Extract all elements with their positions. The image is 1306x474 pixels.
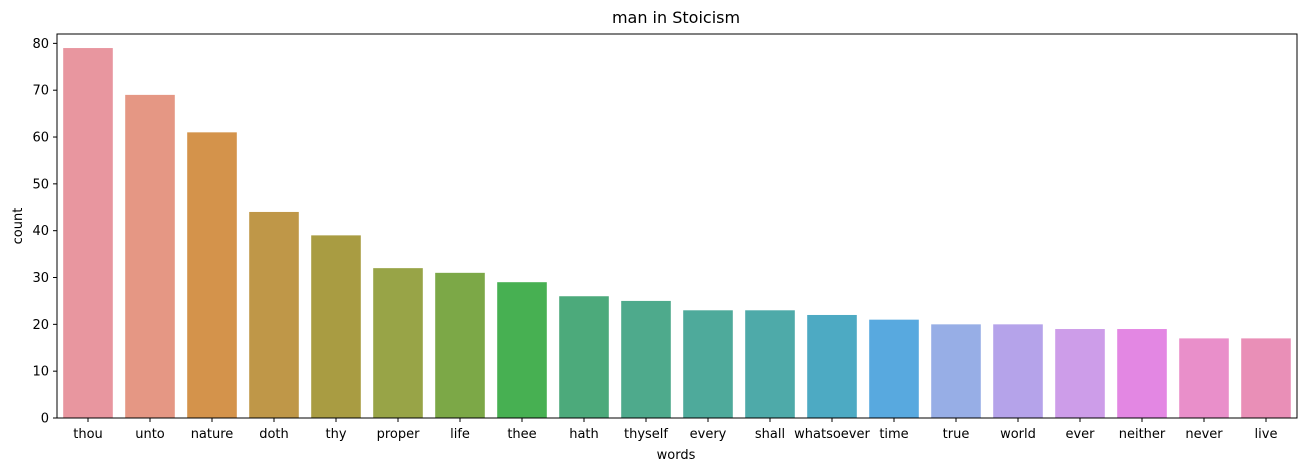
bars-group <box>63 48 1291 419</box>
y-axis: 0 10 20 30 40 50 60 70 80 <box>32 37 57 427</box>
y-tick-label: 70 <box>32 84 49 99</box>
x-tick-label: thee <box>507 427 536 442</box>
y-tick-label: 40 <box>32 224 49 239</box>
bar-neither <box>1117 329 1167 418</box>
x-tick-label: live <box>1255 427 1278 442</box>
x-tick-label: ever <box>1065 427 1095 442</box>
bar-life <box>435 272 485 418</box>
x-tick-label: true <box>943 427 970 442</box>
bar-thee <box>497 282 547 418</box>
bar-hath <box>559 296 609 418</box>
bar-ever <box>1055 329 1105 418</box>
bar-shall <box>745 310 795 418</box>
x-tick-label: hath <box>569 427 599 442</box>
bar-unto <box>125 94 175 418</box>
bar-world <box>993 324 1043 418</box>
bar-never <box>1179 338 1229 418</box>
x-tick-label: neither <box>1119 427 1166 442</box>
x-tick-label: life <box>450 427 470 442</box>
x-tick-label: thyself <box>624 427 668 442</box>
bar-time <box>869 319 919 418</box>
x-axis-label: words <box>657 448 696 463</box>
bar-doth <box>249 211 299 418</box>
x-tick-label: proper <box>377 427 421 442</box>
bar-thou <box>63 48 113 419</box>
x-tick-label: thou <box>73 427 103 442</box>
y-tick-label: 10 <box>32 365 49 380</box>
x-tick-label: nature <box>191 427 234 442</box>
bar-true <box>931 324 981 418</box>
x-tick-label: time <box>879 427 908 442</box>
bar-thy <box>311 235 361 418</box>
x-tick-label: thy <box>325 427 346 442</box>
y-tick-label: 50 <box>32 177 49 192</box>
x-tick-label: never <box>1185 427 1223 442</box>
x-tick-label: every <box>690 427 727 442</box>
bar-nature <box>187 132 237 418</box>
bar-live <box>1241 338 1291 418</box>
bar-proper <box>373 268 423 418</box>
plot-frame <box>56 33 1298 419</box>
y-tick-label: 20 <box>32 318 49 333</box>
y-axis-label: count <box>11 208 26 245</box>
chart-title: man in Stoicism <box>612 8 740 27</box>
y-tick-label: 0 <box>41 412 49 427</box>
bar-thyself <box>621 300 671 418</box>
y-tick-label: 30 <box>32 271 49 286</box>
x-tick-label: whatsoever <box>794 427 870 442</box>
y-tick-label: 60 <box>32 131 49 146</box>
x-tick-label: doth <box>259 427 289 442</box>
y-tick-label: 80 <box>32 37 49 52</box>
x-tick-label: unto <box>135 427 165 442</box>
x-axis: thou unto nature doth thy proper life thee hath t… <box>73 418 1277 442</box>
bar-whatsoever <box>807 314 857 418</box>
x-tick-label: shall <box>755 427 785 442</box>
x-tick-label: world <box>1000 427 1036 442</box>
bar-every <box>683 310 733 418</box>
